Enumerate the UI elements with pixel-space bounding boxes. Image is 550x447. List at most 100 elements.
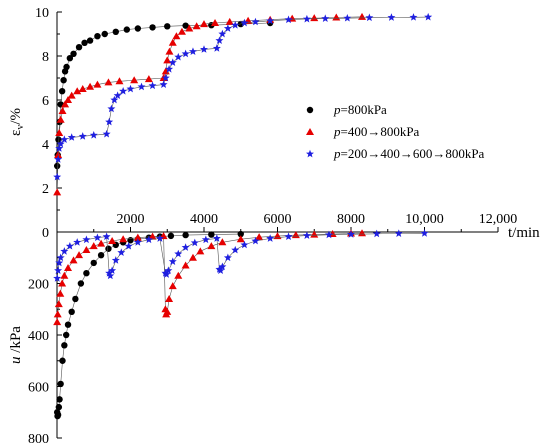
legend-entry-text: p=200→400→600→800kPa bbox=[333, 146, 485, 161]
pore-pressure-point bbox=[394, 229, 403, 237]
pore-pressure-point bbox=[251, 236, 260, 245]
strain-point bbox=[149, 24, 156, 31]
strain-point bbox=[53, 188, 62, 196]
strain-point bbox=[266, 16, 275, 25]
strain-point bbox=[54, 155, 63, 163]
pore-pressure-point bbox=[53, 318, 62, 326]
strain-point bbox=[105, 117, 114, 126]
pore-pressure-point bbox=[310, 230, 319, 238]
pore-pressure-point bbox=[212, 234, 221, 242]
strain-line bbox=[56, 22, 271, 167]
strain-point bbox=[365, 13, 374, 22]
pore-pressure-point bbox=[64, 264, 73, 272]
strain-point bbox=[161, 73, 170, 82]
pore-pressure-point bbox=[216, 266, 225, 275]
pore-pressure-point bbox=[182, 231, 189, 239]
strain-point bbox=[112, 28, 120, 35]
pore-pressure-point bbox=[106, 271, 115, 280]
strain-point bbox=[163, 56, 172, 64]
strain-point bbox=[302, 14, 311, 23]
pore-pressure-point bbox=[60, 247, 69, 255]
pore-pressure-point bbox=[55, 258, 64, 267]
pore-pressure-point bbox=[60, 271, 69, 279]
strain-point bbox=[188, 47, 197, 55]
y-bottom-tick-label: 200 bbox=[28, 278, 49, 293]
pore-pressure-point bbox=[111, 256, 120, 264]
strain-point bbox=[137, 82, 146, 91]
strain-point bbox=[66, 55, 74, 62]
strain-point bbox=[86, 37, 94, 44]
series-layer bbox=[53, 12, 433, 420]
legend-marker bbox=[306, 106, 314, 114]
strain-point bbox=[251, 17, 260, 26]
legend-entry-label: =800kPa bbox=[341, 102, 388, 117]
x-tick-label: 8000 bbox=[337, 212, 365, 227]
pore-pressure-point bbox=[62, 331, 70, 339]
pore-pressure-point bbox=[56, 289, 65, 297]
strain-point bbox=[75, 44, 83, 51]
pore-pressure-point bbox=[89, 242, 98, 250]
strain-point bbox=[387, 13, 396, 21]
legend-marker bbox=[306, 128, 314, 135]
strain-point bbox=[104, 78, 113, 86]
y-bottom-tick-label: 600 bbox=[28, 381, 49, 396]
strain-point bbox=[165, 47, 174, 55]
pore-pressure-point bbox=[56, 396, 63, 403]
pore-pressure-point bbox=[163, 307, 172, 315]
pore-pressure-point bbox=[155, 234, 164, 242]
pore-pressure-point bbox=[54, 266, 63, 275]
strain-point bbox=[94, 33, 101, 40]
strain-point bbox=[409, 13, 418, 21]
pore-pressure-point bbox=[148, 232, 157, 240]
pore-pressure-point bbox=[65, 241, 74, 250]
pore-pressure-point bbox=[82, 235, 91, 244]
strain-point bbox=[172, 32, 181, 40]
strain-point bbox=[55, 136, 62, 143]
pore-pressure-point bbox=[201, 235, 210, 244]
strain-point bbox=[310, 14, 319, 22]
pore-pressure-point bbox=[174, 271, 183, 279]
strain-point bbox=[192, 22, 201, 30]
strain-point bbox=[200, 45, 208, 53]
pore-pressure-point bbox=[93, 233, 102, 242]
y-top-tick-label: 8 bbox=[42, 50, 49, 65]
strain-point bbox=[168, 38, 177, 46]
pore-pressure-point bbox=[218, 238, 227, 246]
strain-point bbox=[70, 50, 77, 57]
series-2 bbox=[53, 12, 367, 326]
pore-pressure-point bbox=[82, 246, 91, 254]
strain-point bbox=[332, 13, 341, 21]
pore-pressure-point bbox=[73, 238, 82, 246]
pore-pressure-point bbox=[174, 249, 183, 258]
pore-pressure-point bbox=[207, 242, 216, 250]
pore-pressure-line bbox=[56, 233, 241, 417]
pore-pressure-point bbox=[215, 265, 224, 273]
pore-pressure-point bbox=[133, 233, 142, 241]
strain-point bbox=[185, 24, 194, 32]
series-3 bbox=[53, 12, 433, 282]
pore-pressure-point bbox=[117, 248, 126, 256]
strain-point bbox=[67, 133, 76, 141]
strain-point bbox=[107, 104, 116, 113]
x-tick-label: 4000 bbox=[190, 212, 218, 227]
pore-pressure-point bbox=[83, 270, 90, 277]
pore-pressure-point bbox=[302, 231, 311, 239]
strain-point bbox=[165, 65, 174, 73]
strain-point bbox=[343, 13, 352, 22]
pore-pressure-point bbox=[68, 308, 75, 316]
strain-point bbox=[231, 21, 240, 29]
pore-pressure-point bbox=[181, 261, 190, 269]
strain-point bbox=[424, 12, 433, 21]
strain-point bbox=[182, 22, 189, 29]
pore-pressure-point bbox=[181, 243, 190, 251]
legend-entry-label: =400→800kPa bbox=[341, 124, 420, 139]
legend-marker bbox=[306, 149, 314, 158]
pore-pressure-point bbox=[358, 229, 367, 237]
y-top-tick-label: 0 bbox=[42, 226, 49, 241]
strain-point bbox=[55, 144, 64, 152]
pore-pressure-point bbox=[90, 259, 97, 267]
pore-pressure-point bbox=[347, 230, 355, 238]
y-axis-top-title: εv/% bbox=[8, 108, 26, 136]
